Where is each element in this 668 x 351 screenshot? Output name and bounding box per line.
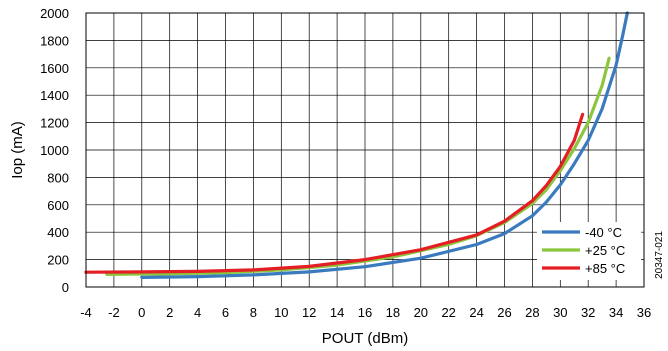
x-tick-label: -4 xyxy=(80,305,92,320)
y-tick-label: 400 xyxy=(47,225,69,240)
x-tick-label: 36 xyxy=(637,305,651,320)
plot-frame xyxy=(85,12,645,288)
x-tick-label: 16 xyxy=(358,305,372,320)
x-tick-label: 26 xyxy=(497,305,511,320)
y-tick-label: 1800 xyxy=(40,33,69,48)
x-tick-label: 30 xyxy=(553,305,567,320)
legend-label: +85 °C xyxy=(585,261,625,276)
x-tick-labels: -4 -2 0 2 4 6 8 10 12 14 16 18 20 22 24 26 28 30 32 34 36 xyxy=(80,305,651,320)
y-tick-label: 800 xyxy=(47,170,69,185)
y-tick-label: 2000 xyxy=(40,6,69,21)
x-tick-label: 20 xyxy=(414,305,428,320)
legend-label: -40 °C xyxy=(585,225,622,240)
x-tick-label: 12 xyxy=(302,305,316,320)
y-tick-label: 200 xyxy=(47,253,69,268)
x-tick-label: 24 xyxy=(469,305,483,320)
x-tick-label: -2 xyxy=(108,305,120,320)
y-tick-label: 1000 xyxy=(40,143,69,158)
x-axis-label: POUT (dBm) xyxy=(322,330,408,347)
series-line-2 xyxy=(84,112,585,274)
legend-label: +25 °C xyxy=(585,243,625,258)
y-tick-label: 600 xyxy=(47,198,69,213)
y-tick-label: 1400 xyxy=(40,88,69,103)
x-tick-label: 34 xyxy=(609,305,623,320)
figure-id: 20347-021 xyxy=(654,231,665,279)
y-tick-label: 1200 xyxy=(40,116,69,131)
series-lines xyxy=(84,11,629,279)
y-tick-labels: 0 200 400 600 800 1000 1200 1400 1600 1800 2000 xyxy=(40,6,69,295)
x-tick-label: 10 xyxy=(274,305,288,320)
x-tick-label: 4 xyxy=(194,305,201,320)
x-tick-label: 6 xyxy=(222,305,229,320)
x-tick-label: 32 xyxy=(581,305,595,320)
x-tick-label: 18 xyxy=(386,305,400,320)
y-axis-label: Iop (mA) xyxy=(9,121,26,179)
x-tick-label: 0 xyxy=(138,305,145,320)
series-line-1 xyxy=(105,56,611,276)
x-tick-label: 28 xyxy=(525,305,539,320)
x-tick-label: 2 xyxy=(166,305,173,320)
y-tick-label: 0 xyxy=(62,280,69,295)
legend: -40 °C +25 °C +85 °C xyxy=(537,222,641,280)
y-tick-label: 1600 xyxy=(40,61,69,76)
x-tick-label: 8 xyxy=(250,305,257,320)
x-tick-label: 22 xyxy=(441,305,455,320)
series-line-0 xyxy=(140,11,629,279)
x-tick-label: 14 xyxy=(330,305,344,320)
